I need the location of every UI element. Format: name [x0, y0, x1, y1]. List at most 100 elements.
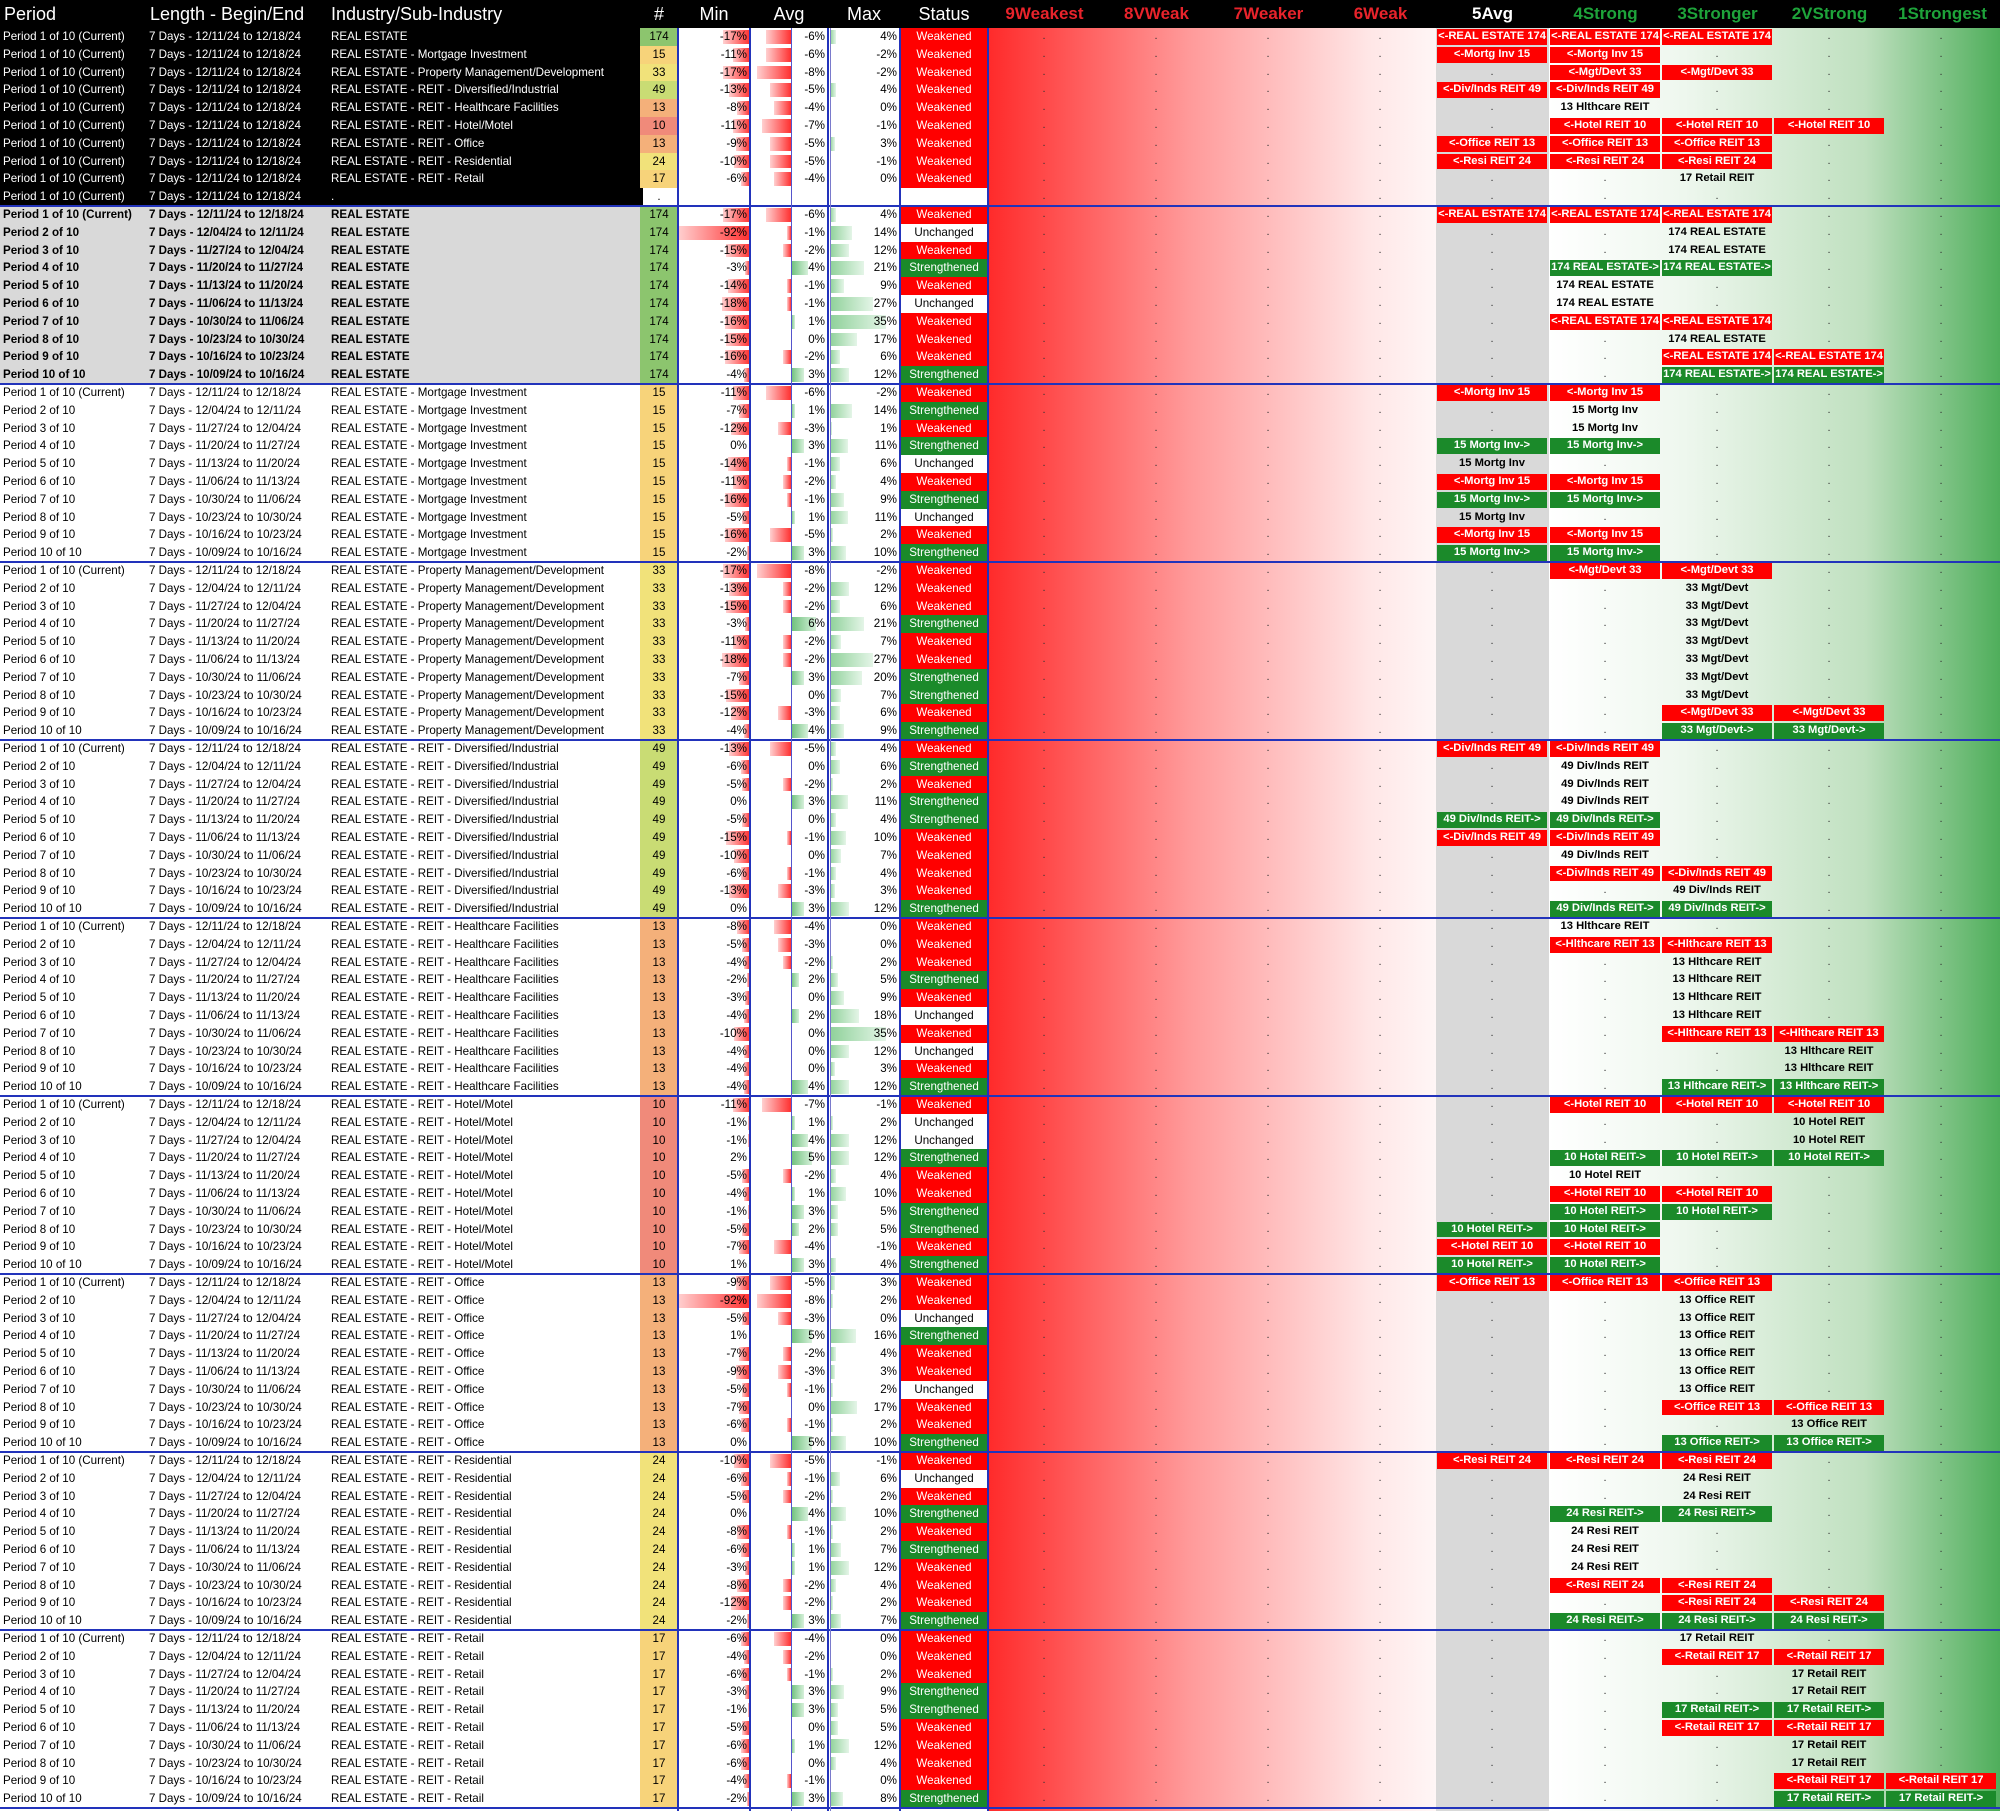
table-row[interactable]: Period 7 of 10 7 Days - 10/30/24 to 11/06…	[0, 1380, 2000, 1399]
table-row[interactable]: Period 2 of 10 7 Days - 12/04/24 to 12/11…	[0, 579, 2000, 598]
table-row[interactable]: Period 3 of 10 7 Days - 11/27/24 to 12/04…	[0, 1131, 2000, 1150]
table-row[interactable]: Period 6 of 10 7 Days - 11/06/24 to 11/13…	[0, 829, 2000, 847]
table-row[interactable]: Period 8 of 10 7 Days - 10/23/24 to 10/30…	[0, 508, 2000, 527]
table-row[interactable]: Period 9 of 10 7 Days - 10/16/24 to 10/23…	[0, 1238, 2000, 1257]
header-max[interactable]: Max	[828, 0, 900, 28]
table-row[interactable]: Period 1 of 10 (Current) 7 Days - 12/11/2…	[0, 1096, 2000, 1114]
table-row[interactable]: Period 7 of 10 7 Days - 10/30/24 to 11/06…	[0, 846, 2000, 865]
table-row[interactable]: Period 1 of 10 (Current) 7 Days - 12/11/2…	[0, 170, 2000, 189]
table-row[interactable]: Period 1 of 10 (Current) 7 Days - 12/11/2…	[0, 117, 2000, 135]
table-row[interactable]: Period 4 of 10 7 Days - 11/20/24 to 11/27…	[0, 1505, 2000, 1524]
header-period[interactable]: Period	[0, 0, 146, 28]
header-level-6[interactable]: 4Strong	[1549, 0, 1662, 28]
table-row[interactable]: Period 3 of 10 7 Days - 11/27/24 to 12/04…	[0, 775, 2000, 794]
table-row[interactable]: Period 10 of 10 7 Days - 10/09/24 to 10/1…	[0, 1790, 2000, 1808]
table-row[interactable]: Period 1 of 10 (Current) 7 Days - 12/11/2…	[0, 188, 2000, 206]
table-row[interactable]: Period 10 of 10 7 Days - 10/09/24 to 10/1…	[0, 1612, 2000, 1630]
table-row[interactable]: Period 4 of 10 7 Days - 11/20/24 to 11/27…	[0, 259, 2000, 278]
header-length[interactable]: Length - Begin/End	[146, 0, 328, 28]
table-row[interactable]: Period 5 of 10 7 Days - 11/13/24 to 11/20…	[0, 277, 2000, 295]
table-row[interactable]: Period 1 of 10 (Current) 7 Days - 12/11/2…	[0, 28, 2000, 46]
table-row[interactable]: Period 7 of 10 7 Days - 10/30/24 to 11/06…	[0, 1024, 2000, 1043]
table-row[interactable]: Period 8 of 10 7 Days - 10/23/24 to 10/30…	[0, 1042, 2000, 1061]
table-row[interactable]: Period 2 of 10 7 Days - 12/04/24 to 12/11…	[0, 1113, 2000, 1132]
table-row[interactable]: Period 9 of 10 7 Days - 10/16/24 to 10/23…	[0, 882, 2000, 901]
table-row[interactable]: Period 6 of 10 7 Days - 11/06/24 to 11/13…	[0, 1363, 2000, 1381]
table-row[interactable]: Period 2 of 10 7 Days - 12/04/24 to 12/11…	[0, 1469, 2000, 1488]
table-row[interactable]: Period 1 of 10 (Current) 7 Days - 12/11/2…	[0, 63, 2000, 82]
table-row[interactable]: Period 6 of 10 7 Days - 11/06/24 to 11/13…	[0, 1541, 2000, 1559]
header-level-9[interactable]: 1Strongest	[1885, 0, 2000, 28]
table-row[interactable]: Period 5 of 10 7 Days - 11/13/24 to 11/20…	[0, 1523, 2000, 1541]
table-row[interactable]: Period 8 of 10 7 Days - 10/23/24 to 10/30…	[0, 1220, 2000, 1239]
table-row[interactable]: Period 9 of 10 7 Days - 10/16/24 to 10/23…	[0, 526, 2000, 545]
table-row[interactable]: Period 7 of 10 7 Days - 10/30/24 to 11/06…	[0, 1202, 2000, 1221]
table-row[interactable]: Period 9 of 10 7 Days - 10/16/24 to 10/23…	[0, 1060, 2000, 1079]
table-row[interactable]: Period 1 of 10 (Current) 7 Days - 12/11/2…	[0, 152, 2000, 171]
header-industry[interactable]: Industry/Sub-Industry	[328, 0, 640, 28]
header-avg[interactable]: Avg	[750, 0, 828, 28]
table-row[interactable]: Period 2 of 10 7 Days - 12/04/24 to 12/11…	[0, 757, 2000, 776]
table-row[interactable]: Period 1 of 10 (Current) 7 Days - 12/11/2…	[0, 384, 2000, 402]
table-row[interactable]: Period 1 of 10 (Current) 7 Days - 12/11/2…	[0, 81, 2000, 100]
table-row[interactable]: Period 9 of 10 7 Days - 10/16/24 to 10/23…	[0, 1416, 2000, 1435]
table-row[interactable]: Period 8 of 10 7 Days - 10/23/24 to 10/30…	[0, 330, 2000, 349]
table-row[interactable]: Period 6 of 10 7 Days - 11/06/24 to 11/13…	[0, 1007, 2000, 1025]
table-row[interactable]: Period 10 of 10 7 Days - 10/09/24 to 10/1…	[0, 1434, 2000, 1452]
table-row[interactable]: Period 9 of 10 7 Days - 10/16/24 to 10/23…	[0, 704, 2000, 723]
table-row[interactable]: Period 10 of 10 7 Days - 10/09/24 to 10/1…	[0, 366, 2000, 384]
table-row[interactable]: Period 1 of 10 (Current) 7 Days - 12/11/2…	[0, 562, 2000, 580]
table-row[interactable]: Period 5 of 10 7 Days - 11/13/24 to 11/20…	[0, 455, 2000, 473]
table-row[interactable]: Period 4 of 10 7 Days - 11/20/24 to 11/27…	[0, 437, 2000, 456]
header-min[interactable]: Min	[678, 0, 750, 28]
header-level-5[interactable]: 5Avg	[1436, 0, 1549, 28]
table-row[interactable]: Period 2 of 10 7 Days - 12/04/24 to 12/11…	[0, 223, 2000, 242]
table-row[interactable]: Period 4 of 10 7 Days - 11/20/24 to 11/27…	[0, 1683, 2000, 1702]
table-row[interactable]: Period 5 of 10 7 Days - 11/13/24 to 11/20…	[0, 989, 2000, 1007]
table-row[interactable]: Period 5 of 10 7 Days - 11/13/24 to 11/20…	[0, 1167, 2000, 1185]
table-row[interactable]: Period 8 of 10 7 Days - 10/23/24 to 10/30…	[0, 1576, 2000, 1595]
table-row[interactable]: Period 6 of 10 7 Days - 11/06/24 to 11/13…	[0, 651, 2000, 669]
table-row[interactable]: Period 3 of 10 7 Days - 11/27/24 to 12/04…	[0, 1309, 2000, 1328]
table-row[interactable]: Period 8 of 10 7 Days - 10/23/24 to 10/30…	[0, 1398, 2000, 1417]
table-row[interactable]: Period 10 of 10 7 Days - 10/09/24 to 10/1…	[0, 722, 2000, 740]
header-status[interactable]: Status	[900, 0, 988, 28]
table-row[interactable]: Period 7 of 10 7 Days - 10/30/24 to 11/06…	[0, 668, 2000, 687]
table-row[interactable]: Period 1 of 10 (Current) 7 Days - 12/11/2…	[0, 1274, 2000, 1292]
table-row[interactable]: Period 1 of 10 (Current) 7 Days - 12/11/2…	[0, 1452, 2000, 1470]
table-row[interactable]: Period 8 of 10 7 Days - 10/23/24 to 10/30…	[0, 1754, 2000, 1773]
table-row[interactable]: Period 8 of 10 7 Days - 10/23/24 to 10/30…	[0, 686, 2000, 705]
table-row[interactable]: Period 1 of 10 (Current) 7 Days - 12/11/2…	[0, 45, 2000, 64]
table-row[interactable]: Period 4 of 10 7 Days - 11/20/24 to 11/27…	[0, 971, 2000, 990]
table-row[interactable]: Period 5 of 10 7 Days - 11/13/24 to 11/20…	[0, 1701, 2000, 1719]
table-row[interactable]: Period 7 of 10 7 Days - 10/30/24 to 11/06…	[0, 490, 2000, 509]
table-row[interactable]: Period 6 of 10 7 Days - 11/06/24 to 11/13…	[0, 295, 2000, 313]
header-level-3[interactable]: 7Weaker	[1212, 0, 1325, 28]
table-row[interactable]: Period 3 of 10 7 Days - 11/27/24 to 12/04…	[0, 1665, 2000, 1684]
table-row[interactable]: Period 4 of 10 7 Days - 11/20/24 to 11/27…	[0, 1149, 2000, 1168]
header-level-1[interactable]: 9Weakest	[988, 0, 1101, 28]
header-level-4[interactable]: 6Weak	[1324, 0, 1437, 28]
table-row[interactable]: Period 5 of 10 7 Days - 11/13/24 to 11/20…	[0, 633, 2000, 651]
header-level-7[interactable]: 3Stronger	[1661, 0, 1774, 28]
table-row[interactable]: Period 6 of 10 7 Days - 11/06/24 to 11/13…	[0, 1185, 2000, 1203]
table-row[interactable]: Period 3 of 10 7 Days - 11/27/24 to 12/04…	[0, 419, 2000, 438]
table-row[interactable]: Period 3 of 10 7 Days - 11/27/24 to 12/04…	[0, 241, 2000, 260]
table-row[interactable]: Period 5 of 10 7 Days - 11/13/24 to 11/20…	[0, 811, 2000, 829]
header-level-8[interactable]: 2VStrong	[1773, 0, 1886, 28]
table-row[interactable]: Period 3 of 10 7 Days - 11/27/24 to 12/04…	[0, 953, 2000, 972]
table-row[interactable]: Period 1 of 10 (Current) 7 Days - 12/11/2…	[0, 1630, 2000, 1648]
table-row[interactable]: Period 9 of 10 7 Days - 10/16/24 to 10/23…	[0, 1594, 2000, 1613]
table-row[interactable]: Period 4 of 10 7 Days - 11/20/24 to 11/27…	[0, 793, 2000, 812]
table-row[interactable]: Period 7 of 10 7 Days - 10/30/24 to 11/06…	[0, 1736, 2000, 1755]
table-row[interactable]: Period 1 of 10 (Current) 7 Days - 12/11/2…	[0, 918, 2000, 936]
table-row[interactable]: Period 2 of 10 7 Days - 12/04/24 to 12/11…	[0, 401, 2000, 420]
table-row[interactable]: Period 9 of 10 7 Days - 10/16/24 to 10/23…	[0, 348, 2000, 367]
table-row[interactable]: Period 2 of 10 7 Days - 12/04/24 to 12/11…	[0, 935, 2000, 954]
table-row[interactable]: Period 7 of 10 7 Days - 10/30/24 to 11/06…	[0, 1558, 2000, 1577]
table-row[interactable]: Period 1 of 10 (Current) 7 Days - 12/11/2…	[0, 134, 2000, 153]
header-level-2[interactable]: 8VWeak	[1100, 0, 1213, 28]
table-row[interactable]: Period 2 of 10 7 Days - 12/04/24 to 12/11…	[0, 1647, 2000, 1666]
table-row[interactable]: Period 4 of 10 7 Days - 11/20/24 to 11/27…	[0, 615, 2000, 634]
table-row[interactable]: Period 3 of 10 7 Days - 11/27/24 to 12/04…	[0, 597, 2000, 616]
